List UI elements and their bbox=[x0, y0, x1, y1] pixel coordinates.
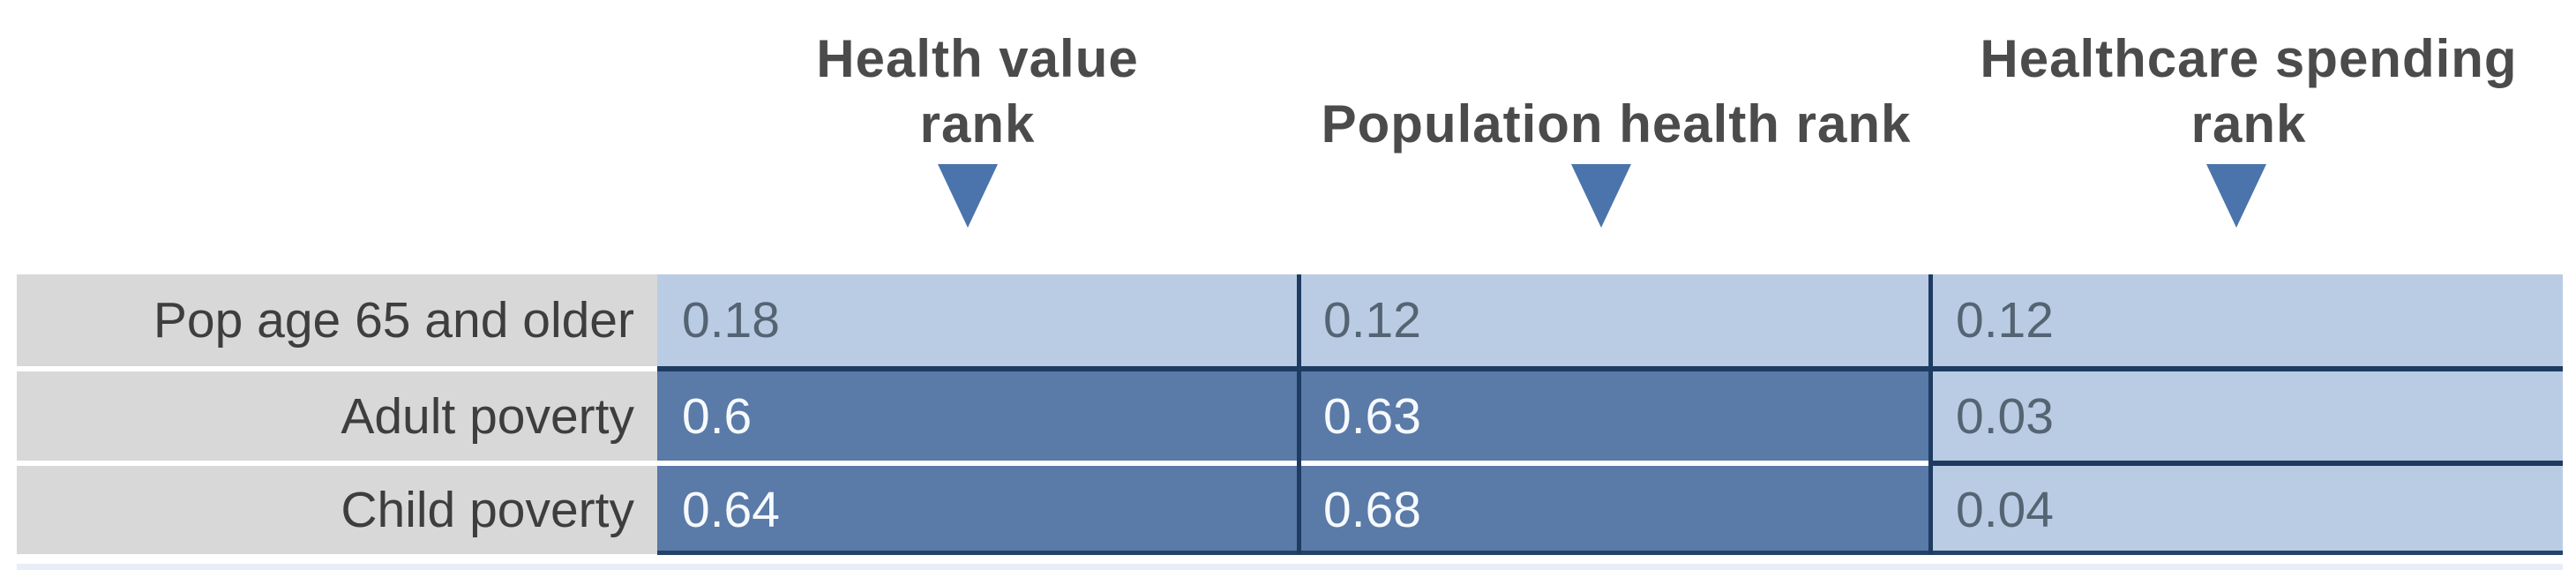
table-cell: 0.12 bbox=[1299, 274, 1931, 366]
row-separator bbox=[657, 366, 2563, 371]
row-label-pop-age-65: Pop age 65 and older bbox=[17, 274, 657, 366]
row-label-child-poverty: Child poverty bbox=[17, 466, 657, 554]
column-header-healthcare-spending-rank: Healthcare spending rank bbox=[1980, 29, 2518, 154]
table-cell: 0.63 bbox=[1299, 371, 1931, 461]
table-cell: 0.04 bbox=[1931, 466, 2563, 554]
column-header-health-value-rank: Health value rank bbox=[816, 29, 1139, 154]
column-divider bbox=[1297, 274, 1301, 554]
table-cell: 0.18 bbox=[657, 274, 1299, 366]
table-cell: 0.03 bbox=[1931, 371, 2563, 461]
column-divider bbox=[1928, 274, 1933, 554]
triangle-down-icon bbox=[1571, 164, 1631, 228]
table-cell: 0.12 bbox=[1931, 274, 2563, 366]
cutoff-next-row-strip bbox=[17, 564, 2563, 570]
triangle-down-icon bbox=[2206, 164, 2266, 228]
column-header-population-health-rank: Population health rank bbox=[1321, 94, 1912, 154]
triangle-down-icon bbox=[938, 164, 998, 228]
table-cell: 0.64 bbox=[657, 466, 1299, 554]
table-cell: 0.68 bbox=[1299, 466, 1931, 554]
table-bottom-border bbox=[657, 551, 2563, 555]
row-separator bbox=[657, 461, 1931, 466]
row-separator bbox=[1931, 461, 2563, 466]
table-cell: 0.6 bbox=[657, 371, 1299, 461]
row-label-adult-poverty: Adult poverty bbox=[17, 371, 657, 461]
